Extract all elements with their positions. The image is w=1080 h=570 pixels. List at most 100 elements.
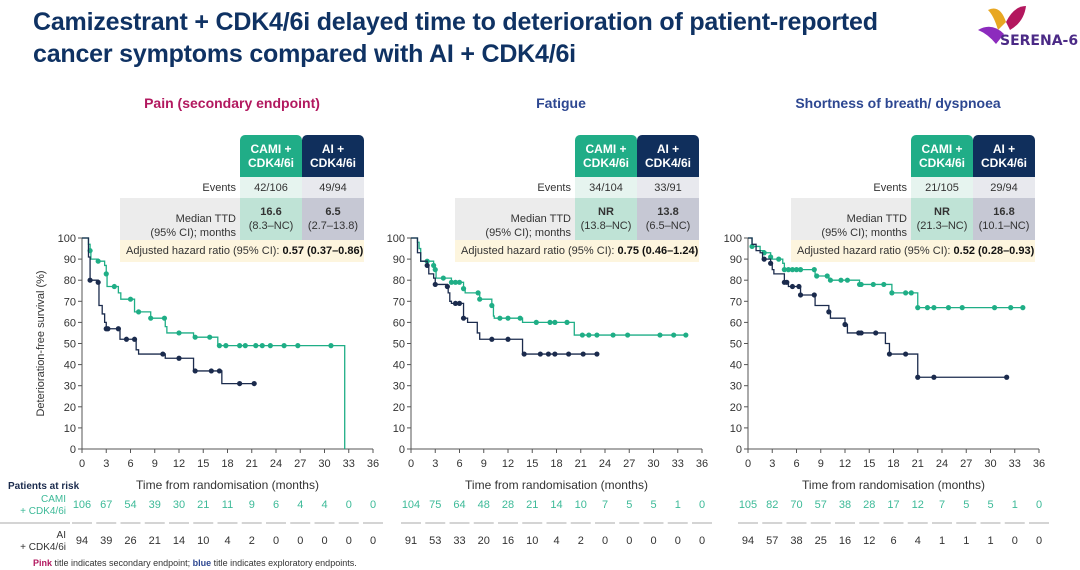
ai-at-risk: 0 bbox=[370, 535, 376, 547]
ai-at-risk: 94 bbox=[742, 535, 754, 547]
y-tick-label: 40 bbox=[64, 360, 76, 372]
ai-at-risk: 20 bbox=[478, 535, 490, 547]
x-axis-label: Time from randomisation (months) bbox=[802, 478, 985, 492]
ai-at-risk: 0 bbox=[297, 535, 303, 547]
cami-censor-mark bbox=[915, 305, 921, 311]
y-tick-label: 80 bbox=[393, 275, 405, 287]
cami-censor-mark bbox=[475, 290, 481, 296]
cami-at-risk: 0 bbox=[370, 499, 376, 511]
ai-median: 13.8 (6.5–NC) bbox=[637, 198, 699, 240]
ai-censor-mark bbox=[761, 256, 767, 262]
svg-text:SERENA-6: SERENA-6 bbox=[1000, 33, 1078, 49]
cami-censor-mark bbox=[456, 279, 463, 285]
cami-censor-mark bbox=[497, 315, 503, 321]
cami-censor-mark bbox=[477, 296, 483, 302]
ai-at-risk: 6 bbox=[890, 535, 896, 547]
ai-at-risk: 0 bbox=[650, 535, 656, 547]
cami-at-risk: 1 bbox=[1012, 499, 1018, 511]
ai-censor-mark bbox=[160, 351, 166, 357]
cami-censor-mark bbox=[328, 343, 334, 349]
ai-censor-mark bbox=[903, 351, 909, 357]
x-tick-label: 30 bbox=[984, 458, 996, 470]
y-tick-label: 10 bbox=[64, 423, 76, 435]
ai-censor-mark bbox=[768, 260, 774, 266]
ai-censor-mark bbox=[552, 351, 558, 357]
ai-median: 6.5 (2.7–13.8) bbox=[302, 198, 364, 240]
cami-censor-mark bbox=[881, 281, 887, 288]
ai-at-risk: 0 bbox=[1036, 535, 1042, 547]
ai-censor-mark bbox=[123, 336, 130, 342]
y-tick-label: 50 bbox=[730, 339, 742, 351]
ai-censor-mark bbox=[444, 283, 450, 290]
cami-censor-mark bbox=[533, 319, 539, 325]
footnote: Pink title indicates secondary endpoint;… bbox=[33, 558, 357, 568]
cami-risk-label: CAMI bbox=[41, 494, 66, 505]
y-tick-label: 10 bbox=[393, 423, 405, 435]
cami-at-risk: 67 bbox=[100, 499, 112, 511]
cami-at-risk: 7 bbox=[939, 499, 945, 511]
cami-header: CAMI + CDK4/6i bbox=[575, 135, 637, 177]
x-tick-label: 33 bbox=[1009, 458, 1021, 470]
ai-at-risk: 25 bbox=[815, 535, 827, 547]
ai-events: 29/94 bbox=[973, 177, 1035, 198]
cami-censor-mark bbox=[552, 319, 558, 325]
cami-curve bbox=[411, 237, 686, 336]
cami-at-risk: 5 bbox=[650, 499, 656, 511]
ai-censor-mark bbox=[594, 351, 600, 357]
cami-events: 42/106 bbox=[240, 177, 302, 198]
x-tick-label: 27 bbox=[623, 458, 635, 470]
ai-events: 49/94 bbox=[302, 177, 364, 198]
ai-at-risk: 1 bbox=[987, 535, 993, 547]
cami-censor-mark bbox=[242, 343, 248, 349]
x-tick-label: 30 bbox=[647, 458, 659, 470]
ai-censor-mark bbox=[237, 380, 243, 387]
x-tick-label: 36 bbox=[696, 458, 708, 470]
cami-censor-mark bbox=[111, 283, 117, 290]
y-tick-label: 20 bbox=[730, 402, 742, 414]
ai-censor-mark bbox=[796, 283, 802, 290]
ai-censor-mark bbox=[915, 374, 921, 380]
ai-header: AI + CDK4/6i bbox=[973, 135, 1035, 177]
y-tick-label: 100 bbox=[58, 233, 76, 245]
ai-censor-mark bbox=[115, 326, 121, 332]
y-tick-label: 100 bbox=[387, 233, 405, 245]
y-tick-label: 40 bbox=[730, 360, 742, 372]
ai-censor-mark bbox=[873, 330, 879, 336]
cami-censor-mark bbox=[192, 334, 198, 340]
ai-censor-mark bbox=[826, 309, 832, 315]
cami-censor-mark bbox=[797, 267, 804, 273]
x-tick-label: 27 bbox=[960, 458, 972, 470]
ai-at-risk: 26 bbox=[124, 535, 136, 547]
ai-censor-mark bbox=[784, 279, 790, 285]
cami-censor-mark bbox=[432, 267, 438, 273]
x-tick-label: 27 bbox=[294, 458, 306, 470]
y-tick-label: 30 bbox=[730, 381, 742, 393]
cami-at-risk: 0 bbox=[1036, 499, 1042, 511]
hazard-ratio: Adjusted hazard ratio (95% CI): 0.75 (0.… bbox=[455, 240, 699, 262]
cami-at-risk: 48 bbox=[478, 499, 490, 511]
cami-censor-mark bbox=[127, 296, 134, 302]
ai-at-risk: 0 bbox=[602, 535, 608, 547]
x-tick-label: 18 bbox=[221, 458, 233, 470]
x-tick-label: 9 bbox=[481, 458, 487, 470]
ai-risk-label: AI bbox=[57, 530, 66, 541]
ai-censor-mark bbox=[131, 336, 138, 342]
ai-at-risk: 16 bbox=[839, 535, 851, 547]
ai-at-risk: 91 bbox=[405, 535, 417, 547]
ai-censor-mark bbox=[489, 336, 495, 342]
cami-at-risk: 28 bbox=[863, 499, 875, 511]
y-tick-label: 60 bbox=[730, 317, 742, 329]
ai-censor-mark bbox=[521, 351, 527, 357]
y-tick-label: 30 bbox=[64, 381, 76, 393]
cami-at-risk: 12 bbox=[912, 499, 924, 511]
cami-at-risk: 5 bbox=[963, 499, 969, 511]
cami-censor-mark bbox=[1020, 305, 1026, 311]
x-tick-label: 36 bbox=[367, 458, 379, 470]
slide-title: Camizestrant + CDK4/6i delayed time to d… bbox=[33, 8, 878, 68]
ai-at-risk: 12 bbox=[863, 535, 875, 547]
median-label: Median TTD (95% CI); months bbox=[791, 198, 911, 240]
y-tick-label: 90 bbox=[393, 254, 405, 266]
cami-censor-mark bbox=[776, 256, 782, 262]
y-tick-label: 80 bbox=[730, 275, 742, 287]
x-tick-label: 9 bbox=[818, 458, 824, 470]
